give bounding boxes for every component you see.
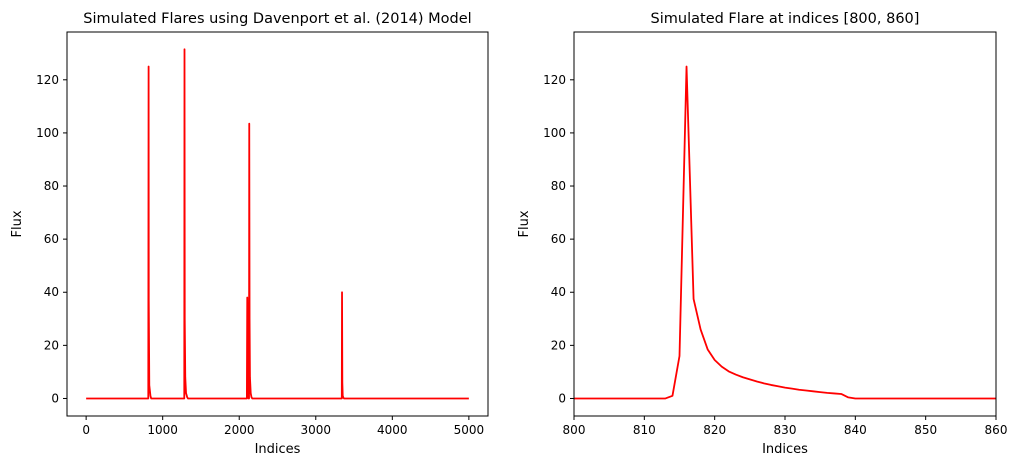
y-axis-label: Flux: [517, 210, 532, 237]
flux-series-line: [86, 48, 469, 400]
y-axis-label: Flux: [10, 210, 25, 237]
x-tick-label: 850: [914, 423, 937, 437]
y-tick-label: 60: [551, 232, 566, 246]
y-tick-label: 120: [36, 73, 59, 87]
x-tick-label: 5000: [454, 423, 485, 437]
x-tick-label: 800: [563, 423, 586, 437]
x-axis-label: Indices: [255, 442, 301, 457]
y-tick-label: 0: [51, 391, 59, 405]
chart-title: Simulated Flare at indices [800, 860]: [651, 11, 920, 27]
x-tick-label: 860: [985, 423, 1008, 437]
y-tick-label: 20: [551, 338, 566, 352]
x-tick-label: 1000: [147, 423, 178, 437]
y-tick-label: 0: [558, 391, 566, 405]
x-tick-label: 820: [703, 423, 726, 437]
y-tick-label: 100: [543, 126, 566, 140]
y-tick-label: 40: [44, 285, 59, 299]
left-chart-panel: 0 1000 2000 3000 4000 5000 0 20 40 60 80 100 120 Simu…: [10, 11, 489, 457]
y-tick-label: 20: [44, 338, 59, 352]
y-tick-label: 100: [36, 126, 59, 140]
y-tick-label: 120: [543, 73, 566, 87]
x-tick-label: 3000: [300, 423, 331, 437]
y-tick-label: 80: [44, 179, 59, 193]
x-tick-label: 4000: [377, 423, 408, 437]
x-axis-label: Indices: [762, 442, 808, 457]
y-tick-label: 60: [44, 232, 59, 246]
plot-frame: [573, 31, 997, 417]
x-tick-label: 2000: [224, 423, 255, 437]
plot-frame: [66, 31, 489, 417]
chart-title: Simulated Flares using Davenport et al. …: [83, 11, 471, 27]
x-tick-label: 810: [633, 423, 656, 437]
y-tick-label: 40: [551, 285, 566, 299]
x-tick-label: 0: [82, 423, 90, 437]
right-chart-panel: 800 810 820 830 840 850 860 0 20 40 60 80 100 120 Simu…: [517, 11, 1007, 457]
flux-series-line: [574, 65, 996, 400]
x-tick-label: 830: [774, 423, 797, 437]
x-tick-label: 840: [844, 423, 867, 437]
y-tick-label: 80: [551, 179, 566, 193]
